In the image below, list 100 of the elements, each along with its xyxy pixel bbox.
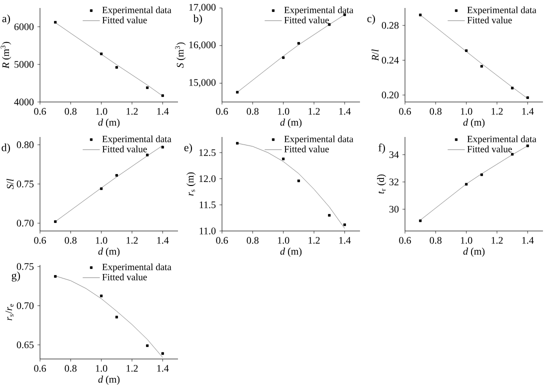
point: [282, 158, 285, 160]
line-series: [420, 14, 528, 99]
text: c): [367, 14, 375, 24]
x-tick-label: 1.2: [126, 108, 138, 115]
y-tick-label: 34: [389, 151, 399, 158]
point: [146, 86, 149, 89]
x-tick-label: 0.6: [399, 237, 411, 244]
y-tick-label: 0.80: [16, 141, 34, 148]
line-series: [55, 276, 163, 358]
x-tick-label: 1.0: [278, 108, 290, 115]
point: [146, 154, 149, 156]
x-tick-label: 1.4: [522, 237, 534, 244]
y-tick-label: 0.20: [382, 92, 399, 98]
point: [419, 219, 422, 222]
point: [480, 65, 483, 68]
x-axis-title: d (m): [98, 376, 120, 385]
x-axis-title: d (m): [98, 248, 120, 257]
point: [480, 173, 483, 176]
y-axis-title: t$_{r}$ (d): [377, 174, 386, 194]
y-tick-label: 17,000: [189, 4, 216, 12]
line-series: [55, 145, 163, 222]
legend-label: Experimental data: [467, 136, 536, 144]
text: e): [184, 144, 192, 154]
x-tick-label: 0.6: [34, 108, 46, 115]
point: [161, 94, 164, 97]
point: [161, 146, 164, 148]
point: [511, 86, 514, 90]
x-tick-label: 1.0: [96, 108, 108, 115]
x-tick-label: 1.0: [460, 108, 472, 115]
x-tick-label: 1.0: [96, 365, 108, 372]
x-tick-label: 1.4: [339, 237, 351, 244]
y-tick-label: 15,000: [189, 79, 216, 88]
point: [100, 294, 103, 298]
legend-label: Experimental data: [102, 136, 172, 144]
x-tick-label: 1.2: [126, 237, 138, 244]
x-tick-label: 0.6: [34, 237, 46, 244]
point: [465, 182, 468, 186]
x-tick-label: 0.6: [34, 365, 46, 372]
y-axis-title: r$_{s}$/r$_{e}$: [5, 304, 14, 320]
y-axis-title: r$_{s}$ (m): [186, 172, 196, 196]
y-tick-label: 16,000: [189, 41, 216, 50]
x-tick-label: 1.4: [157, 108, 169, 115]
y-tick-label: 11.5: [200, 202, 216, 208]
point: [161, 352, 164, 355]
point: [526, 144, 529, 148]
x-tick-label: 1.4: [522, 108, 534, 115]
x-tick-label: 1.0: [278, 237, 290, 244]
x-axis-title: d (m): [463, 118, 485, 128]
point: [236, 90, 239, 94]
x-tick-label: 0.6: [216, 237, 228, 244]
point: [297, 180, 300, 182]
point: [100, 187, 103, 190]
point: [236, 142, 239, 145]
text: f): [378, 144, 385, 154]
point: [297, 42, 300, 45]
x-tick-label: 1.4: [339, 108, 351, 115]
y-tick-label: 0.24: [382, 56, 399, 64]
x-tick-label: 0.8: [246, 237, 259, 244]
x-tick-label: 0.8: [64, 365, 77, 372]
x-tick-label: 0.8: [246, 108, 259, 115]
x-tick-label: 0.8: [430, 237, 442, 244]
point: [54, 220, 57, 223]
line-series: [237, 143, 345, 229]
y-tick-label: 11.0: [200, 228, 216, 234]
x-tick-label: 0.6: [216, 108, 228, 115]
point: [100, 52, 103, 56]
point: [115, 174, 118, 177]
x-tick-label: 1.2: [126, 365, 138, 372]
y-tick-label: 0.70: [16, 302, 34, 310]
text: g): [12, 272, 20, 282]
x-tick-label: 1.4: [157, 365, 169, 372]
x-axis-title: d (m): [98, 118, 120, 128]
x-tick-label: 0.8: [430, 108, 442, 115]
x-axis-title: d (m): [280, 118, 302, 128]
y-tick-label: 5000: [14, 61, 34, 68]
point: [328, 214, 331, 217]
legend-label: Fitted value: [467, 146, 512, 152]
x-tick-label: 1.2: [308, 108, 320, 115]
line-series: [237, 14, 345, 92]
point: [343, 223, 346, 226]
point: [282, 56, 285, 59]
y-tick-label: 0.65: [16, 341, 34, 348]
x-tick-label: 1.0: [460, 237, 472, 244]
x-tick-label: 1.2: [492, 237, 503, 244]
x-tick-label: 1.2: [492, 108, 503, 115]
point: [465, 49, 468, 52]
y-axis-title: R (m$^{3}$): [0, 42, 12, 69]
point: [54, 20, 57, 24]
y-tick-label: 4000: [14, 98, 34, 106]
x-tick-label: 1.4: [157, 237, 169, 244]
text: a): [2, 14, 10, 24]
legend-label: Fitted value: [102, 146, 147, 152]
y-tick-label: 32: [389, 178, 398, 186]
text: d): [2, 144, 10, 154]
y-tick-label: 12.0: [199, 175, 216, 182]
legend-label: Fitted value: [284, 16, 329, 24]
y-tick-label: 0.70: [16, 220, 34, 227]
y-tick-label: 30: [389, 206, 399, 213]
y-axis-title: S (m$^{3}$): [175, 42, 186, 68]
legend-label: Fitted value: [284, 146, 329, 152]
